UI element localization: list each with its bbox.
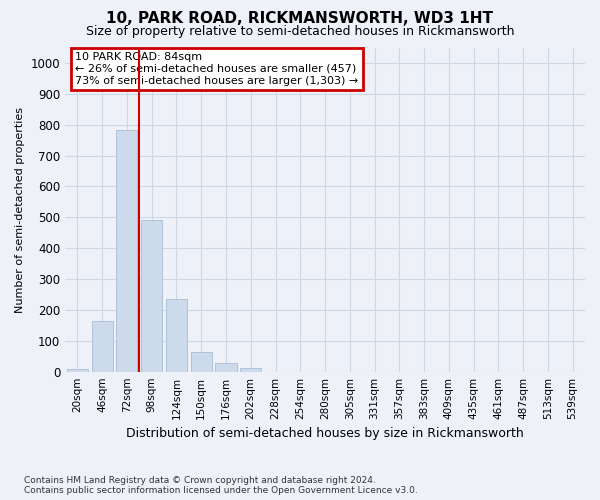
Bar (191, 352, 212, 372)
X-axis label: Distribution of semi-detached houses by size in Rickmansworth: Distribution of semi-detached houses by … (126, 427, 524, 440)
Y-axis label: Number of semi-detached properties: Number of semi-detached properties (15, 106, 25, 312)
Bar (240, 368, 261, 372)
Bar (116, 130, 137, 372)
Bar (141, 220, 162, 372)
Text: 10, PARK ROAD, RICKMANSWORTH, WD3 1HT: 10, PARK ROAD, RICKMANSWORTH, WD3 1HT (107, 11, 493, 26)
Bar (166, 299, 187, 372)
Text: Size of property relative to semi-detached houses in Rickmansworth: Size of property relative to semi-detach… (86, 25, 514, 38)
Bar (67, 368, 88, 372)
Bar (215, 363, 236, 372)
Bar (92, 322, 113, 372)
Text: Contains HM Land Registry data © Crown copyright and database right 2024.
Contai: Contains HM Land Registry data © Crown c… (24, 476, 418, 495)
Text: 10 PARK ROAD: 84sqm
← 26% of semi-detached houses are smaller (457)
73% of semi-: 10 PARK ROAD: 84sqm ← 26% of semi-detach… (76, 52, 359, 86)
